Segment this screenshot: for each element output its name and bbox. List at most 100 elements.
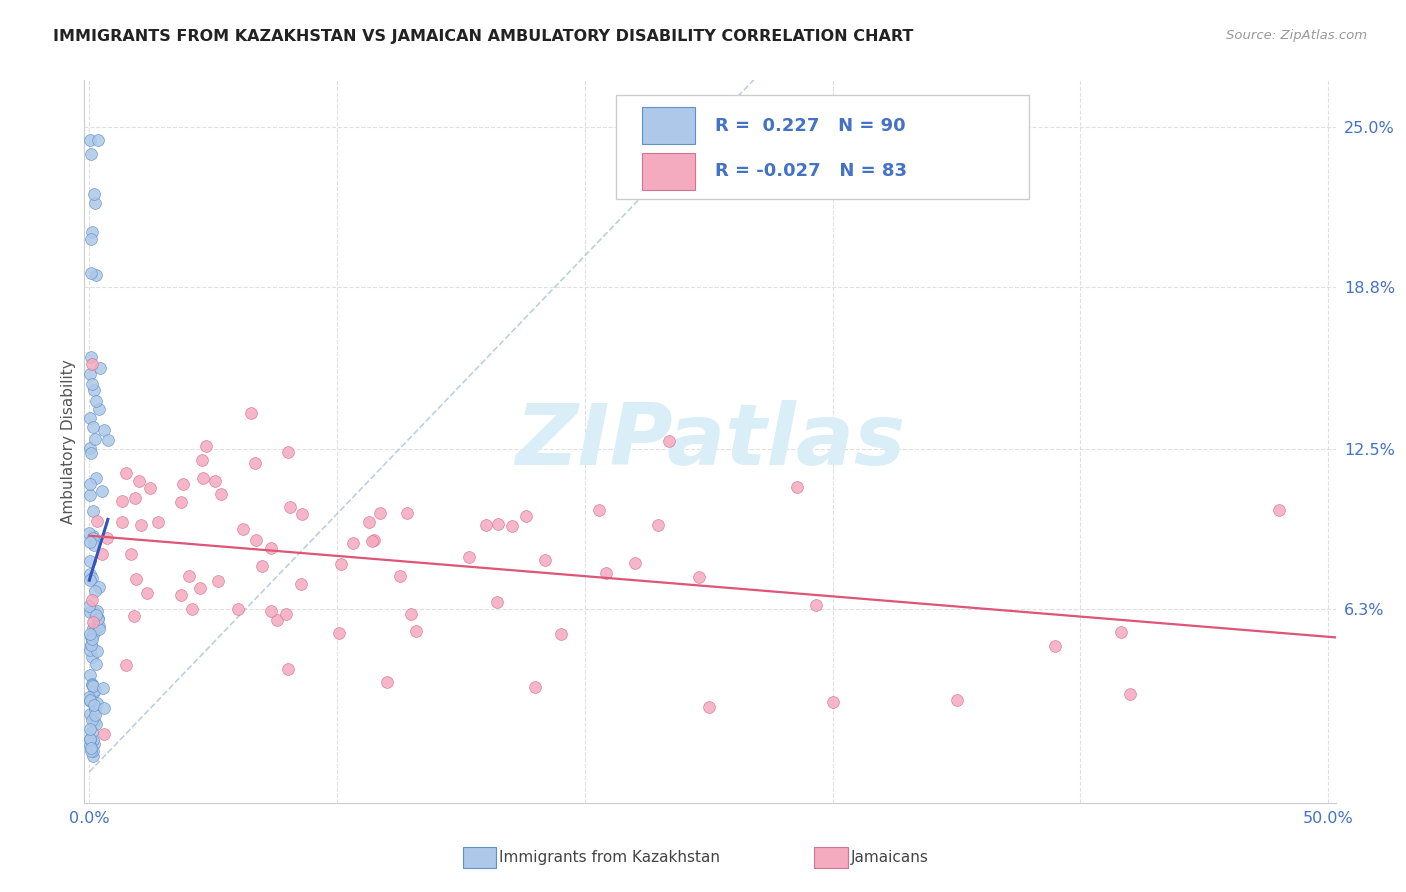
Point (79, 133, 101, 147)
Point (86, 643, 108, 657)
Point (82, 748, 104, 763)
Point (84, 708, 107, 723)
Point (87, 133, 110, 147)
Point (80, 630, 103, 644)
Point (83, 186, 105, 201)
Point (375, 674, 398, 689)
Point (328, 625, 350, 640)
Point (86, 696, 108, 710)
Point (80, 446, 103, 460)
Point (79, 694, 101, 708)
Point (330, 558, 353, 572)
Point (1043, 639, 1066, 653)
Point (485, 595, 508, 609)
Point (804, 599, 827, 613)
Point (79, 441, 101, 455)
Point (82, 357, 104, 371)
Point (169, 588, 191, 602)
Point (1109, 625, 1132, 640)
Point (82, 649, 104, 664)
Point (252, 558, 274, 573)
Point (524, 680, 547, 694)
Point (342, 536, 364, 550)
Point (79, 738, 101, 752)
Point (93, 727, 115, 741)
Point (228, 602, 250, 616)
Point (181, 602, 204, 616)
Point (79, 693, 101, 707)
Point (204, 474, 226, 488)
Point (278, 500, 301, 515)
Point (361, 534, 384, 549)
Point (84, 623, 107, 637)
Point (83, 737, 105, 751)
Point (79, 367, 101, 381)
Point (259, 541, 281, 555)
Point (821, 695, 844, 709)
Point (82, 714, 104, 728)
Point (195, 439, 218, 453)
Point (84, 584, 107, 599)
Point (1267, 503, 1289, 517)
Point (111, 515, 134, 529)
Point (146, 515, 169, 529)
Point (515, 509, 537, 524)
Point (274, 607, 297, 621)
Text: Source: ZipAtlas.com: Source: ZipAtlas.com (1226, 29, 1367, 42)
Text: R = -0.027   N = 83: R = -0.027 N = 83 (716, 162, 907, 180)
Point (79, 488, 101, 502)
Point (209, 487, 232, 501)
Point (623, 556, 645, 570)
Point (82, 732, 104, 747)
Point (266, 613, 288, 627)
Point (277, 662, 299, 676)
Point (79, 668, 101, 682)
Point (124, 608, 146, 623)
Point (80, 744, 103, 758)
Point (111, 493, 134, 508)
Point (80, 593, 103, 607)
Point (86, 604, 108, 618)
Point (291, 508, 314, 522)
Point (84, 195, 107, 210)
FancyBboxPatch shape (616, 95, 1029, 200)
Point (115, 467, 138, 481)
Point (79, 599, 101, 613)
Point (87, 622, 110, 636)
Point (91, 681, 114, 696)
Point (588, 503, 610, 517)
Point (125, 572, 148, 586)
Point (501, 519, 523, 533)
Point (172, 477, 194, 491)
Point (80, 638, 103, 652)
Point (82, 679, 104, 693)
Point (368, 506, 391, 520)
Point (79, 643, 101, 657)
Point (79, 573, 101, 587)
Point (80, 232, 103, 246)
Point (786, 480, 808, 494)
Point (595, 566, 617, 580)
Point (83, 383, 105, 397)
Point (124, 491, 146, 505)
Point (93, 701, 115, 715)
Point (82, 419, 104, 434)
Point (82, 628, 104, 642)
Point (84, 701, 107, 715)
Point (388, 569, 411, 583)
Point (86, 268, 108, 283)
Point (84, 394, 107, 409)
Point (91, 484, 114, 499)
Point (89, 360, 111, 375)
Point (647, 517, 669, 532)
Point (82, 744, 104, 758)
Point (79, 477, 101, 491)
Point (87, 611, 110, 625)
Point (79, 731, 101, 746)
Point (83, 432, 105, 446)
Point (120, 547, 142, 561)
Point (80, 632, 103, 646)
Point (83, 538, 105, 552)
Point (243, 456, 266, 470)
Point (87, 581, 110, 595)
